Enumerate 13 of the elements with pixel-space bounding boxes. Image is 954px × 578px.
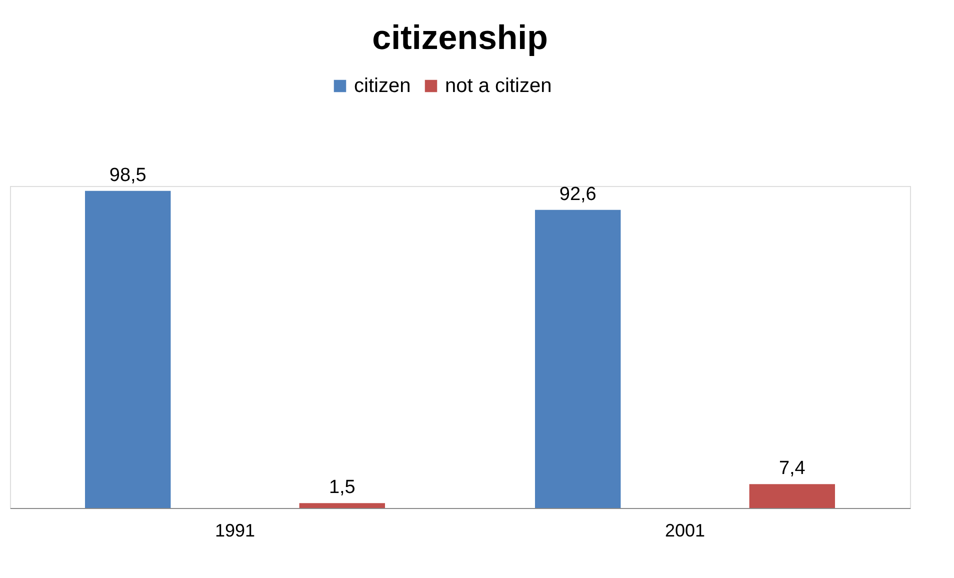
bar (85, 190, 171, 508)
data-label: 1,5 (328, 477, 356, 498)
x-tick-label: 2001 (664, 520, 706, 540)
legend-label: not a citizen (445, 75, 552, 97)
data-label: 92,6 (559, 184, 596, 205)
bar (299, 503, 385, 508)
bar (749, 484, 835, 508)
legend-label: citizen (354, 75, 411, 97)
data-label: 7,4 (778, 458, 806, 480)
data-label: 98,5 (109, 164, 146, 186)
bar (535, 210, 621, 508)
chart-title: citizenship (372, 18, 548, 57)
x-tick-label: 1991 (214, 520, 256, 540)
